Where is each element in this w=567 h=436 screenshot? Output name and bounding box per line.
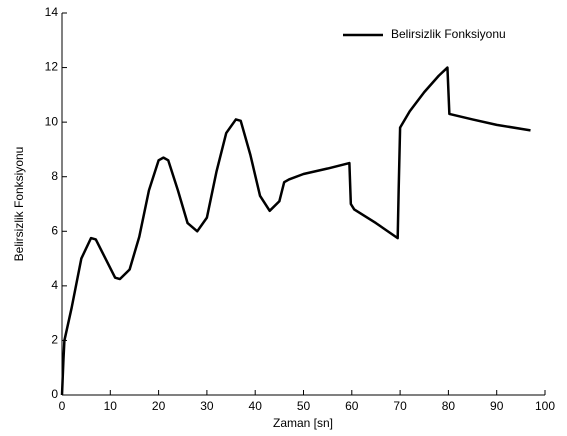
x-tick-label: 0 [59,399,66,413]
x-tick-label: 10 [104,399,118,413]
y-tick-label: 2 [51,333,58,347]
legend-label: Belirsizlik Fonksiyonu [391,27,506,41]
x-tick-label: 20 [152,399,166,413]
x-tick-label: 90 [490,399,504,413]
x-axis-label: Zaman [sn] [273,416,333,430]
data-line [60,66,531,396]
x-tick-label: 100 [535,399,555,413]
x-tick-label: 60 [345,399,359,413]
x-tick-label: 30 [200,399,214,413]
y-tick-label: 14 [45,5,59,19]
y-tick-label: 10 [45,114,59,128]
y-axis-label: Belirsizlik Fonksiyonu [12,147,26,262]
x-tick-label: 70 [393,399,407,413]
x-tick-label: 80 [442,399,456,413]
x-tick-label: 50 [297,399,311,413]
y-tick-label: 0 [51,387,58,401]
y-tick-label: 4 [51,278,58,292]
y-tick-label: 8 [51,169,58,183]
x-tick-label: 40 [249,399,263,413]
y-tick-label: 6 [51,223,58,237]
y-tick-label: 12 [45,60,59,74]
